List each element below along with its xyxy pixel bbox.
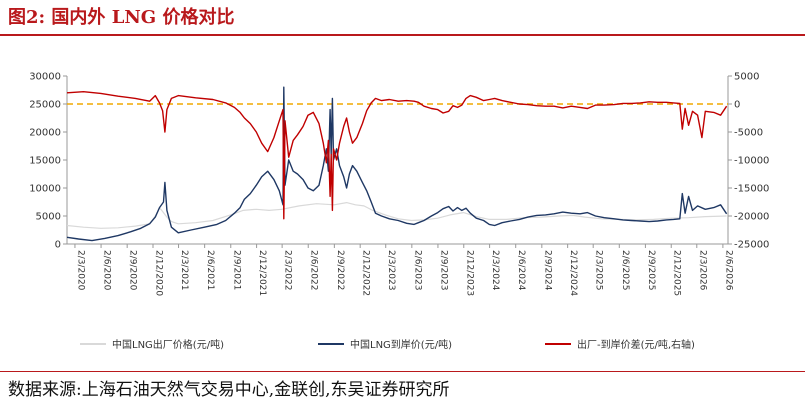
lng-price-chart: 0 5000 10000 15000 20000 25000 30000 -25000 -20…	[29, 72, 769, 352]
right-tick-label: -25000	[734, 240, 769, 251]
right-tick-label: -10000	[734, 156, 769, 167]
x-tick-label: 2/6/2025	[620, 250, 630, 290]
x-tick-label: 2/9/2020	[128, 250, 138, 291]
figure-title: 图2: 国内外 LNG 价格对比	[8, 7, 235, 28]
x-tick-label: 2/12/2023	[464, 250, 474, 296]
series-layer	[66, 86, 728, 242]
x-tick-label: 2/3/2024	[490, 250, 500, 291]
x-tick-label: 2/9/2023	[438, 250, 448, 290]
left-tick-label: 25000	[29, 100, 61, 111]
right-y-axis: -25000 -20000 -15000 -10000 -5000 0 5000	[727, 72, 769, 251]
x-axis: 2/3/2020 2/6/2020 2/9/2020 2/12/2020 2/3/202…	[67, 243, 733, 296]
x-tick-label: 2/3/2023	[386, 250, 396, 290]
legend-label: 中国LNG到岸价(元/吨)	[350, 338, 452, 351]
x-tick-label: 2/12/2020	[153, 250, 163, 296]
x-tick-label: 2/9/2021	[231, 250, 241, 290]
source-note: 数据来源:上海石油天然气交易中心,金联创,东吴证券研究所	[8, 380, 450, 400]
left-y-axis: 0 5000 10000 15000 20000 25000 30000	[29, 72, 68, 251]
x-tick-label: 2/6/2022	[309, 250, 319, 290]
right-tick-label: 0	[734, 100, 740, 111]
x-tick-label: 2/6/2023	[412, 250, 422, 290]
landed-price-line	[66, 86, 728, 242]
x-tick-label: 2/3/2020	[75, 250, 85, 291]
legend-landed: 中国LNG到岸价(元/吨)	[318, 338, 452, 351]
left-tick-label: 5000	[36, 212, 61, 223]
x-tick-label: 2/3/2021	[179, 250, 189, 290]
left-tick-label: 0	[55, 240, 61, 251]
x-tick-label: 2/6/2024	[516, 250, 526, 291]
legend-ex-factory: 中国LNG出厂价格(元/吨)	[80, 338, 224, 351]
x-tick-label: 2/12/2022	[361, 250, 371, 296]
x-tick-label: 2/9/2024	[542, 250, 552, 291]
x-tick-label: 2/6/2026	[723, 250, 733, 291]
x-tick-label: 2/12/2021	[257, 250, 267, 296]
x-tick-label: 2/6/2021	[205, 250, 215, 290]
source-divider	[0, 371, 805, 372]
x-tick-label: 2/3/2025	[594, 250, 604, 290]
legend-label: 中国LNG出厂价格(元/吨)	[112, 338, 224, 351]
ex-factory-price-line	[66, 202, 727, 229]
right-tick-label: -5000	[734, 128, 763, 139]
legend: 中国LNG出厂价格(元/吨) 中国LNG到岸价(元/吨) 出厂-到岸价差(元/吨,右…	[80, 338, 695, 351]
chart-frame: 0 5000 10000 15000 20000 25000 30000 -25000 -20…	[0, 36, 805, 371]
legend-label: 出厂-到岸价差(元/吨,右轴)	[577, 338, 695, 351]
left-tick-label: 20000	[29, 128, 61, 139]
left-tick-label: 30000	[29, 72, 61, 83]
x-tick-label: 2/12/2025	[672, 250, 682, 296]
right-tick-label: -15000	[734, 184, 769, 195]
left-tick-label: 15000	[29, 156, 61, 167]
x-tick-label: 2/9/2025	[646, 250, 656, 290]
right-tick-label: 5000	[734, 72, 759, 83]
left-tick-label: 10000	[29, 184, 61, 195]
right-tick-label: -20000	[734, 212, 769, 223]
x-tick-label: 2/6/2020	[102, 250, 112, 291]
x-tick-label: 2/3/2022	[283, 250, 293, 290]
price-spread-line	[66, 91, 728, 220]
title-divider	[0, 34, 805, 36]
legend-spread: 出厂-到岸价差(元/吨,右轴)	[545, 338, 695, 351]
x-tick-label: 2/3/2026	[697, 250, 707, 291]
x-tick-label: 2/12/2024	[568, 250, 578, 296]
x-tick-label: 2/9/2022	[335, 250, 345, 290]
